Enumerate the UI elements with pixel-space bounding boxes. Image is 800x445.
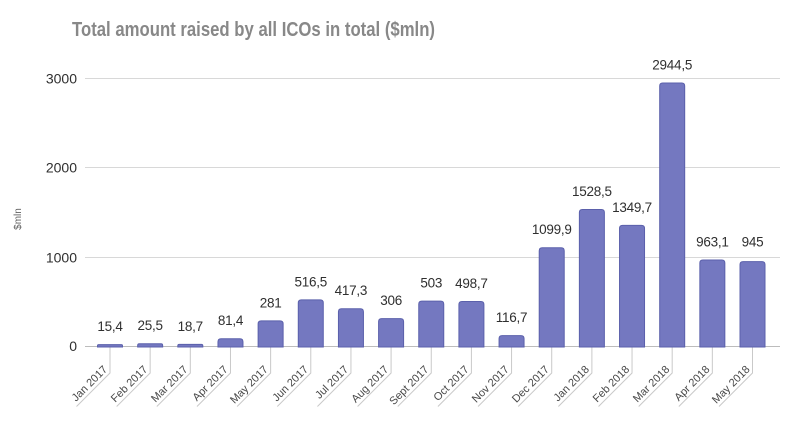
svg-text:1349,7: 1349,7 [612, 200, 652, 215]
svg-text:$mln: $mln [13, 208, 24, 230]
svg-text:81,4: 81,4 [218, 313, 244, 328]
svg-text:1099,9: 1099,9 [532, 222, 572, 237]
svg-text:3000: 3000 [46, 71, 77, 87]
svg-text:306: 306 [380, 293, 402, 308]
svg-text:2000: 2000 [46, 160, 77, 176]
svg-text:498,7: 498,7 [455, 276, 488, 291]
svg-text:18,7: 18,7 [178, 319, 203, 334]
svg-text:Total amount raised by all ICO: Total amount raised by all ICOs in total… [72, 19, 435, 41]
svg-text:281: 281 [260, 295, 282, 310]
svg-text:945: 945 [742, 235, 764, 250]
svg-text:25,5: 25,5 [138, 318, 163, 333]
svg-text:1528,5: 1528,5 [572, 184, 612, 199]
svg-text:0: 0 [69, 338, 77, 354]
svg-text:516,5: 516,5 [295, 274, 328, 289]
svg-text:116,7: 116,7 [496, 310, 528, 325]
svg-text:503: 503 [420, 276, 442, 291]
svg-text:1000: 1000 [46, 250, 77, 266]
svg-text:2944,5: 2944,5 [652, 57, 692, 72]
svg-text:15,4: 15,4 [97, 319, 123, 334]
svg-text:417,3: 417,3 [335, 283, 368, 298]
svg-text:963,1: 963,1 [696, 234, 729, 249]
